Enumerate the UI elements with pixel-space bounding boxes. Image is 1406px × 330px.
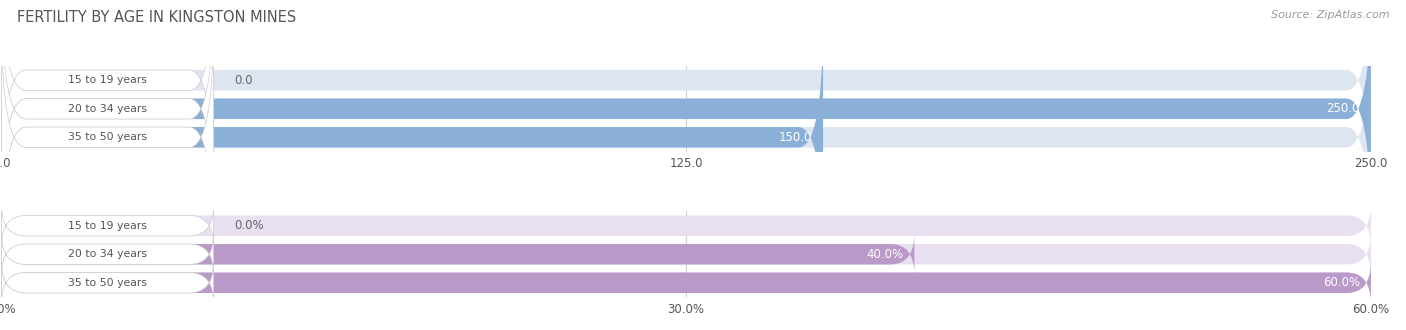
FancyBboxPatch shape (1, 0, 1371, 198)
Text: 35 to 50 years: 35 to 50 years (67, 278, 148, 288)
FancyBboxPatch shape (1, 234, 1371, 275)
Text: 35 to 50 years: 35 to 50 years (67, 132, 148, 142)
Text: 0.0: 0.0 (235, 74, 253, 87)
FancyBboxPatch shape (1, 19, 823, 255)
FancyBboxPatch shape (1, 19, 1371, 255)
FancyBboxPatch shape (1, 205, 214, 246)
FancyBboxPatch shape (1, 205, 1371, 246)
Text: 250.0: 250.0 (1326, 102, 1360, 115)
Text: 40.0%: 40.0% (866, 248, 904, 261)
FancyBboxPatch shape (1, 0, 1371, 227)
FancyBboxPatch shape (1, 0, 1371, 227)
Text: 20 to 34 years: 20 to 34 years (67, 104, 148, 114)
FancyBboxPatch shape (1, 262, 1371, 303)
FancyBboxPatch shape (1, 262, 1371, 303)
Text: 0.0%: 0.0% (235, 219, 264, 232)
FancyBboxPatch shape (1, 234, 914, 275)
Text: 15 to 19 years: 15 to 19 years (67, 221, 148, 231)
FancyBboxPatch shape (1, 0, 214, 198)
Text: FERTILITY BY AGE IN KINGSTON MINES: FERTILITY BY AGE IN KINGSTON MINES (17, 10, 297, 25)
Text: 60.0%: 60.0% (1323, 276, 1360, 289)
Text: 15 to 19 years: 15 to 19 years (67, 75, 148, 85)
FancyBboxPatch shape (1, 19, 214, 255)
Text: Source: ZipAtlas.com: Source: ZipAtlas.com (1271, 10, 1389, 20)
FancyBboxPatch shape (1, 0, 214, 227)
FancyBboxPatch shape (1, 234, 214, 275)
FancyBboxPatch shape (1, 262, 214, 303)
Text: 20 to 34 years: 20 to 34 years (67, 249, 148, 259)
Text: 150.0: 150.0 (779, 131, 813, 144)
